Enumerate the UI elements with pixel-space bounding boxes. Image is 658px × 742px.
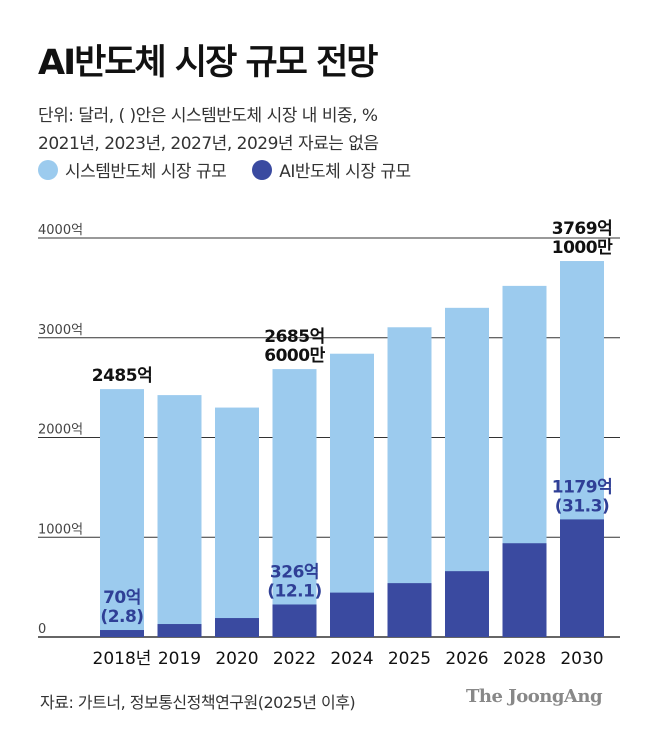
bar-ai-semiconductor — [272, 604, 317, 637]
unit-note: 단위: 달러, ( )안은 시스템반도체 시장 내 비중, % — [38, 106, 378, 126]
x-tick-label: 2028 — [503, 649, 546, 669]
chart-title: AI반도체 시장 규모 전망 — [38, 43, 378, 83]
legend: 시스템반도체 시장 규모 AI반도체 시장 규모 — [38, 157, 437, 182]
legend-swatch-system — [38, 159, 58, 180]
data-label-system: 2485억 — [92, 366, 152, 386]
data-label-ai: (12.1) — [267, 581, 321, 601]
legend-label-system: 시스템반도체 시장 규모 — [65, 162, 227, 182]
bar-system-semiconductor — [100, 389, 144, 637]
data-label-ai: 1179억 — [552, 477, 612, 497]
bar-ai-semiconductor — [560, 519, 604, 637]
bar-system-semiconductor — [330, 353, 374, 637]
y-tick-label: 2000억 — [38, 423, 83, 438]
y-tick-label: 1000억 — [38, 522, 83, 537]
bar-ai-semiconductor — [157, 624, 202, 637]
bar-system-semiconductor — [215, 407, 259, 637]
source-note: 자료: 가트너, 정보통신정책연구원(2025년 이후) — [40, 693, 356, 712]
data-label-ai: (31.3) — [555, 496, 609, 516]
data-label-system: 1000만 — [552, 238, 613, 258]
legend-swatch-ai — [252, 159, 273, 180]
x-tick-label: 2025 — [388, 649, 431, 669]
bar-ai-semiconductor — [215, 618, 259, 637]
y-tick-label: 3000억 — [38, 323, 83, 338]
bar-ai-semiconductor — [330, 592, 374, 637]
legend-label-ai: AI반도체 시장 규모 — [279, 162, 411, 182]
missing-years-note: 2021년, 2023년, 2027년, 2029년 자료는 없음 — [38, 134, 379, 154]
x-tick-label: 2024 — [330, 649, 373, 669]
data-label-system: 6000만 — [264, 346, 325, 366]
publisher-logo: The JoongAng — [466, 686, 603, 707]
bar-ai-semiconductor — [502, 543, 547, 637]
data-label-ai: (2.8) — [100, 607, 143, 627]
x-tick-label: 2019 — [158, 649, 201, 669]
data-label-ai: 326억 — [270, 562, 319, 582]
bar-ai-semiconductor — [445, 571, 489, 637]
bar-ai-semiconductor — [100, 630, 144, 637]
x-tick-label: 2026 — [445, 649, 488, 669]
data-label-ai: 70억 — [103, 588, 141, 608]
data-label-system: 2685억 — [264, 327, 324, 347]
data-label-system: 3769억 — [552, 219, 612, 239]
legend-item-ai-semiconductor: AI반도체 시장 규모 — [252, 157, 411, 182]
legend-item-system-semiconductor: 시스템반도체 시장 규모 — [38, 157, 227, 182]
bar-system-semiconductor — [157, 395, 202, 637]
y-tick-label: 0 — [38, 622, 46, 637]
x-tick-label: 2018년 — [93, 649, 152, 669]
x-tick-label: 2030 — [560, 649, 603, 669]
x-tick-label: 2022 — [273, 649, 316, 669]
bar-system-semiconductor — [272, 369, 317, 637]
y-tick-label: 4000억 — [38, 223, 83, 238]
bar-ai-semiconductor — [387, 583, 432, 637]
x-tick-label: 2020 — [215, 649, 258, 669]
